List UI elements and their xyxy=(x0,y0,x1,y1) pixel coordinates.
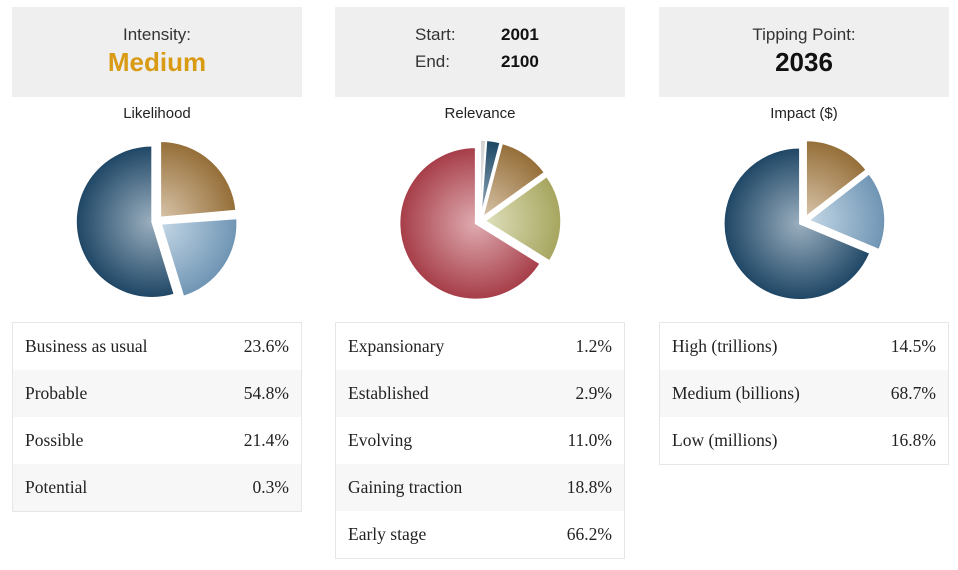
table-row-evolving: Evolving 11.0% xyxy=(336,417,624,464)
row-label: Business as usual xyxy=(25,336,148,356)
row-label: Probable xyxy=(25,383,88,403)
pie-slice-possible[interactable] xyxy=(160,217,238,298)
pie-slice-established[interactable] xyxy=(480,139,502,217)
range-box: Start: 2001 End: 2100 xyxy=(335,7,625,97)
pie-slice-gaining-traction[interactable] xyxy=(483,175,562,263)
row-percent: 11.0% xyxy=(567,430,612,450)
table-row-potential: Potential 0.3% xyxy=(13,464,301,511)
table-row-early-stage: Early stage 66.2% xyxy=(336,511,624,558)
pie-slice-potential[interactable] xyxy=(161,212,239,222)
row-label: Low (millions) xyxy=(672,430,778,450)
row-label: Expansionary xyxy=(348,336,445,356)
likelihood-table: Business as usual 23.6% Probable 54.8% Possi… xyxy=(12,322,302,512)
relevance-pie-chart xyxy=(398,139,562,301)
row-label: Gaining traction xyxy=(348,477,463,497)
range-end-row: End: 2100 xyxy=(415,52,539,72)
row-label: Possible xyxy=(25,430,84,450)
impact-column: Tipping Point: 2036 Impact ($) High (tri… xyxy=(659,7,949,465)
pie-slice-medium-billions[interactable] xyxy=(723,147,871,301)
intensity-box: Intensity: Medium xyxy=(12,7,302,97)
row-label: High (trillions) xyxy=(672,336,778,356)
table-row-low-millions: Low (millions) 16.8% xyxy=(660,417,948,464)
row-percent: 23.6% xyxy=(243,336,289,356)
pie-slice-high-trillions[interactable] xyxy=(805,139,868,219)
pie-slice-business-as-usual[interactable] xyxy=(159,140,237,219)
impact-table: High (trillions) 14.5% Medium (billions) 68… xyxy=(659,322,949,465)
pie-slice-probable[interactable] xyxy=(75,144,176,299)
intensity-value: Medium xyxy=(107,47,207,77)
start-value: 2001 xyxy=(501,25,539,44)
relevance-chart-title: Relevance xyxy=(444,105,516,122)
table-row-gaining-traction: Gaining traction 18.8% xyxy=(336,464,624,511)
table-row-high-trillions: High (trillions) 14.5% xyxy=(660,323,948,370)
range-start-row: Start: 2001 xyxy=(415,25,539,45)
row-label: Early stage xyxy=(348,524,427,544)
pie-slice-low-millions[interactable] xyxy=(807,172,886,251)
likelihood-chart-title: Likelihood xyxy=(123,105,191,122)
tipping-point-value: 2036 xyxy=(775,47,833,77)
end-label: End: xyxy=(415,52,450,71)
impact-pie-chart xyxy=(723,139,886,301)
table-row-possible: Possible 21.4% xyxy=(13,417,301,464)
row-percent: 66.2% xyxy=(566,524,612,544)
likelihood-column: Intensity: Medium Likelihood Business as… xyxy=(12,7,302,512)
start-label: Start: xyxy=(415,25,456,44)
table-row-medium-billions: Medium (billions) 68.7% xyxy=(660,370,948,417)
row-percent: 1.2% xyxy=(575,336,612,356)
row-label: Medium (billions) xyxy=(672,383,800,403)
table-row-business-as-usual: Business as usual 23.6% xyxy=(13,323,301,370)
end-value: 2100 xyxy=(501,52,539,71)
relevance-column: Start: 2001 End: 2100 Relevance Expansiona… xyxy=(335,7,625,559)
table-row-probable: Probable 54.8% xyxy=(13,370,301,417)
row-percent: 18.8% xyxy=(566,477,612,497)
intensity-label: Intensity: xyxy=(122,25,192,44)
row-percent: 54.8% xyxy=(243,383,289,403)
table-row-expansionary: Expansionary 1.2% xyxy=(336,323,624,370)
row-label: Established xyxy=(348,383,429,403)
pie-slice-early-stage[interactable] xyxy=(398,146,542,301)
row-percent: 16.8% xyxy=(890,430,936,450)
relevance-table: Expansionary 1.2% Established 2.9% Evolving 1… xyxy=(335,322,625,559)
row-percent: 68.7% xyxy=(890,383,936,403)
row-percent: 2.9% xyxy=(575,383,612,403)
row-label: Evolving xyxy=(348,430,413,450)
row-percent: 14.5% xyxy=(890,336,936,356)
row-percent: 21.4% xyxy=(243,430,289,450)
row-label: Potential xyxy=(25,477,88,497)
row-percent: 0.3% xyxy=(252,477,289,497)
tipping-point-box: Tipping Point: 2036 xyxy=(659,7,949,97)
tipping-point-label: Tipping Point: xyxy=(752,25,856,44)
likelihood-pie-chart xyxy=(75,140,239,299)
pie-slice-evolving[interactable] xyxy=(481,142,546,219)
impact-chart-title: Impact ($) xyxy=(770,105,838,122)
table-row-established: Established 2.9% xyxy=(336,370,624,417)
